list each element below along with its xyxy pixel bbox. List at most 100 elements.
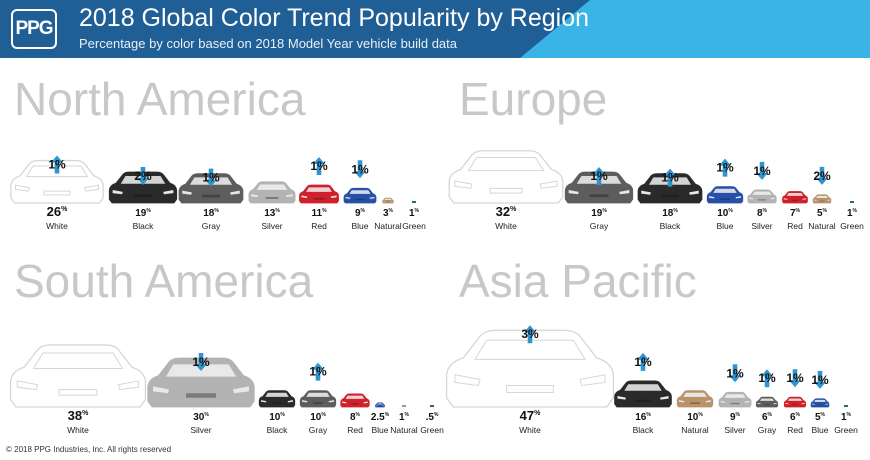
value-label-south-america-blue: 2.5%	[371, 412, 390, 423]
trend-arrow-asia-pacific-red-down-icon	[789, 369, 801, 388]
value-label-north-america-gray: 18%	[203, 208, 219, 219]
category-label-asia-pacific-black: Black	[633, 425, 655, 435]
category-label-south-america-silver: Silver	[190, 425, 211, 435]
trend-arrow-north-america-gray-down-icon	[205, 168, 217, 187]
trend-label-europe-natural: 2%	[813, 169, 831, 183]
trend-arrow-asia-pacific-black-up-icon	[637, 352, 649, 371]
trend-arrow-europe-silver-down-icon	[756, 161, 768, 180]
value-label-europe-black: 18%	[662, 208, 678, 219]
value-label-south-america-red: 8%	[350, 412, 361, 423]
category-label-europe-white: White	[495, 221, 517, 231]
ppg-logo: PPG	[11, 9, 57, 49]
car-bar-asia-pacific-red	[783, 396, 807, 408]
value-label-asia-pacific-black: 16%	[635, 412, 651, 423]
car-bar-south-america-white	[9, 344, 147, 408]
value-label-asia-pacific-gray: 6%	[762, 412, 773, 423]
value-label-asia-pacific-green: 1%	[841, 412, 852, 423]
car-bar-europe-red	[782, 191, 808, 204]
car-bar-europe-white	[448, 150, 564, 204]
value-label-asia-pacific-silver: 9%	[730, 412, 741, 423]
category-label-north-america-white: White	[46, 221, 68, 231]
category-label-europe-red: Red	[787, 221, 803, 231]
trend-label-asia-pacific-blue: 1%	[811, 373, 829, 387]
category-label-north-america-red: Red	[311, 221, 327, 231]
car-bar-asia-pacific-silver	[718, 391, 752, 408]
category-label-north-america-blue: Blue	[351, 221, 368, 231]
car-bar-north-america-silver	[248, 181, 296, 204]
car-bar-asia-pacific-gray	[755, 396, 779, 408]
trend-arrow-europe-gray-up-icon	[593, 166, 605, 185]
value-label-south-america-white: 38%	[68, 408, 89, 423]
value-label-europe-green: 1%	[847, 208, 858, 219]
trend-label-europe-black: 1%	[661, 171, 679, 185]
value-label-asia-pacific-blue: 5%	[815, 412, 826, 423]
category-label-south-america-gray: Gray	[309, 425, 328, 435]
category-label-asia-pacific-blue: Blue	[811, 425, 828, 435]
value-label-north-america-silver: 13%	[264, 208, 280, 219]
category-label-north-america-gray: Gray	[202, 221, 221, 231]
value-label-europe-gray: 19%	[591, 208, 607, 219]
trend-arrow-asia-pacific-blue-down-icon	[814, 370, 826, 389]
page-title: 2018 Global Color Trend Popularity by Re…	[79, 4, 590, 32]
value-label-south-america-black: 10%	[269, 412, 285, 423]
category-label-south-america-green: Green	[420, 425, 444, 435]
car-bar-north-america-black	[108, 171, 178, 204]
trend-label-europe-silver: 1%	[753, 164, 771, 178]
value-label-europe-silver: 8%	[757, 208, 768, 219]
trend-arrow-asia-pacific-gray-up-icon	[761, 369, 773, 388]
category-label-asia-pacific-silver: Silver	[724, 425, 745, 435]
category-label-europe-green: Green	[840, 221, 864, 231]
trend-arrow-north-america-blue-down-icon	[354, 160, 366, 179]
category-label-north-america-green: Green	[402, 221, 426, 231]
page-subtitle: Percentage by color based on 2018 Model …	[79, 36, 457, 51]
trend-label-north-america-gray: 1%	[202, 171, 220, 185]
value-label-europe-white: 32%	[496, 204, 517, 219]
car-bar-asia-pacific-green	[844, 405, 848, 407]
header-banner: PPG 2018 Global Color Trend Popularity b…	[0, 0, 870, 58]
car-bar-asia-pacific-black	[614, 380, 672, 408]
value-label-north-america-green: 1%	[409, 208, 420, 219]
category-label-asia-pacific-natural: Natural	[681, 425, 709, 435]
category-label-south-america-red: Red	[347, 425, 363, 435]
category-label-asia-pacific-red: Red	[787, 425, 803, 435]
category-label-asia-pacific-gray: Gray	[758, 425, 777, 435]
region-title-asia-pacific: Asia Pacific	[459, 255, 697, 307]
car-bar-europe-natural	[812, 194, 832, 204]
car-bar-asia-pacific-blue	[810, 398, 830, 408]
trend-arrow-south-america-silver-down-icon	[195, 353, 207, 372]
car-bar-europe-blue	[706, 186, 744, 204]
copyright-text: © 2018 PPG Industries, Inc. All rights r…	[6, 445, 172, 454]
header-background	[0, 0, 870, 58]
trend-label-south-america-silver: 1%	[192, 355, 210, 369]
region-title-north-america: North America	[14, 73, 306, 125]
value-label-south-america-gray: 10%	[310, 412, 326, 423]
car-bar-europe-gray	[564, 171, 634, 204]
value-label-south-america-silver: 30%	[193, 412, 209, 423]
trend-arrow-europe-blue-up-icon	[719, 158, 731, 177]
trend-label-europe-blue: 1%	[716, 161, 734, 175]
car-bar-north-america-red	[299, 184, 339, 204]
car-bar-south-america-green	[430, 405, 434, 407]
category-label-north-america-silver: Silver	[261, 221, 282, 231]
value-label-europe-natural: 5%	[817, 208, 828, 219]
category-label-europe-black: Black	[660, 221, 682, 231]
trend-label-asia-pacific-red: 1%	[786, 371, 804, 385]
category-label-north-america-natural: Natural	[374, 221, 402, 231]
value-label-north-america-white: 26%	[47, 204, 68, 219]
region-title-europe: Europe	[459, 73, 608, 125]
trend-arrow-europe-black-up-icon	[664, 168, 676, 187]
category-label-south-america-white: White	[67, 425, 89, 435]
trend-label-north-america-black: 2%	[134, 169, 152, 183]
value-label-north-america-blue: 9%	[355, 208, 366, 219]
value-label-north-america-red: 11%	[311, 208, 327, 219]
trend-label-north-america-blue: 1%	[351, 162, 369, 176]
car-bar-europe-silver	[747, 189, 777, 204]
value-label-south-america-natural: 1%	[399, 412, 410, 423]
value-label-europe-blue: 10%	[717, 208, 733, 219]
trend-arrow-south-america-gray-up-icon	[312, 362, 324, 381]
trend-label-asia-pacific-silver: 1%	[726, 366, 744, 380]
trend-label-asia-pacific-black: 1%	[634, 355, 652, 369]
trend-label-europe-gray: 1%	[590, 169, 608, 183]
car-bar-north-america-blue	[343, 187, 377, 204]
